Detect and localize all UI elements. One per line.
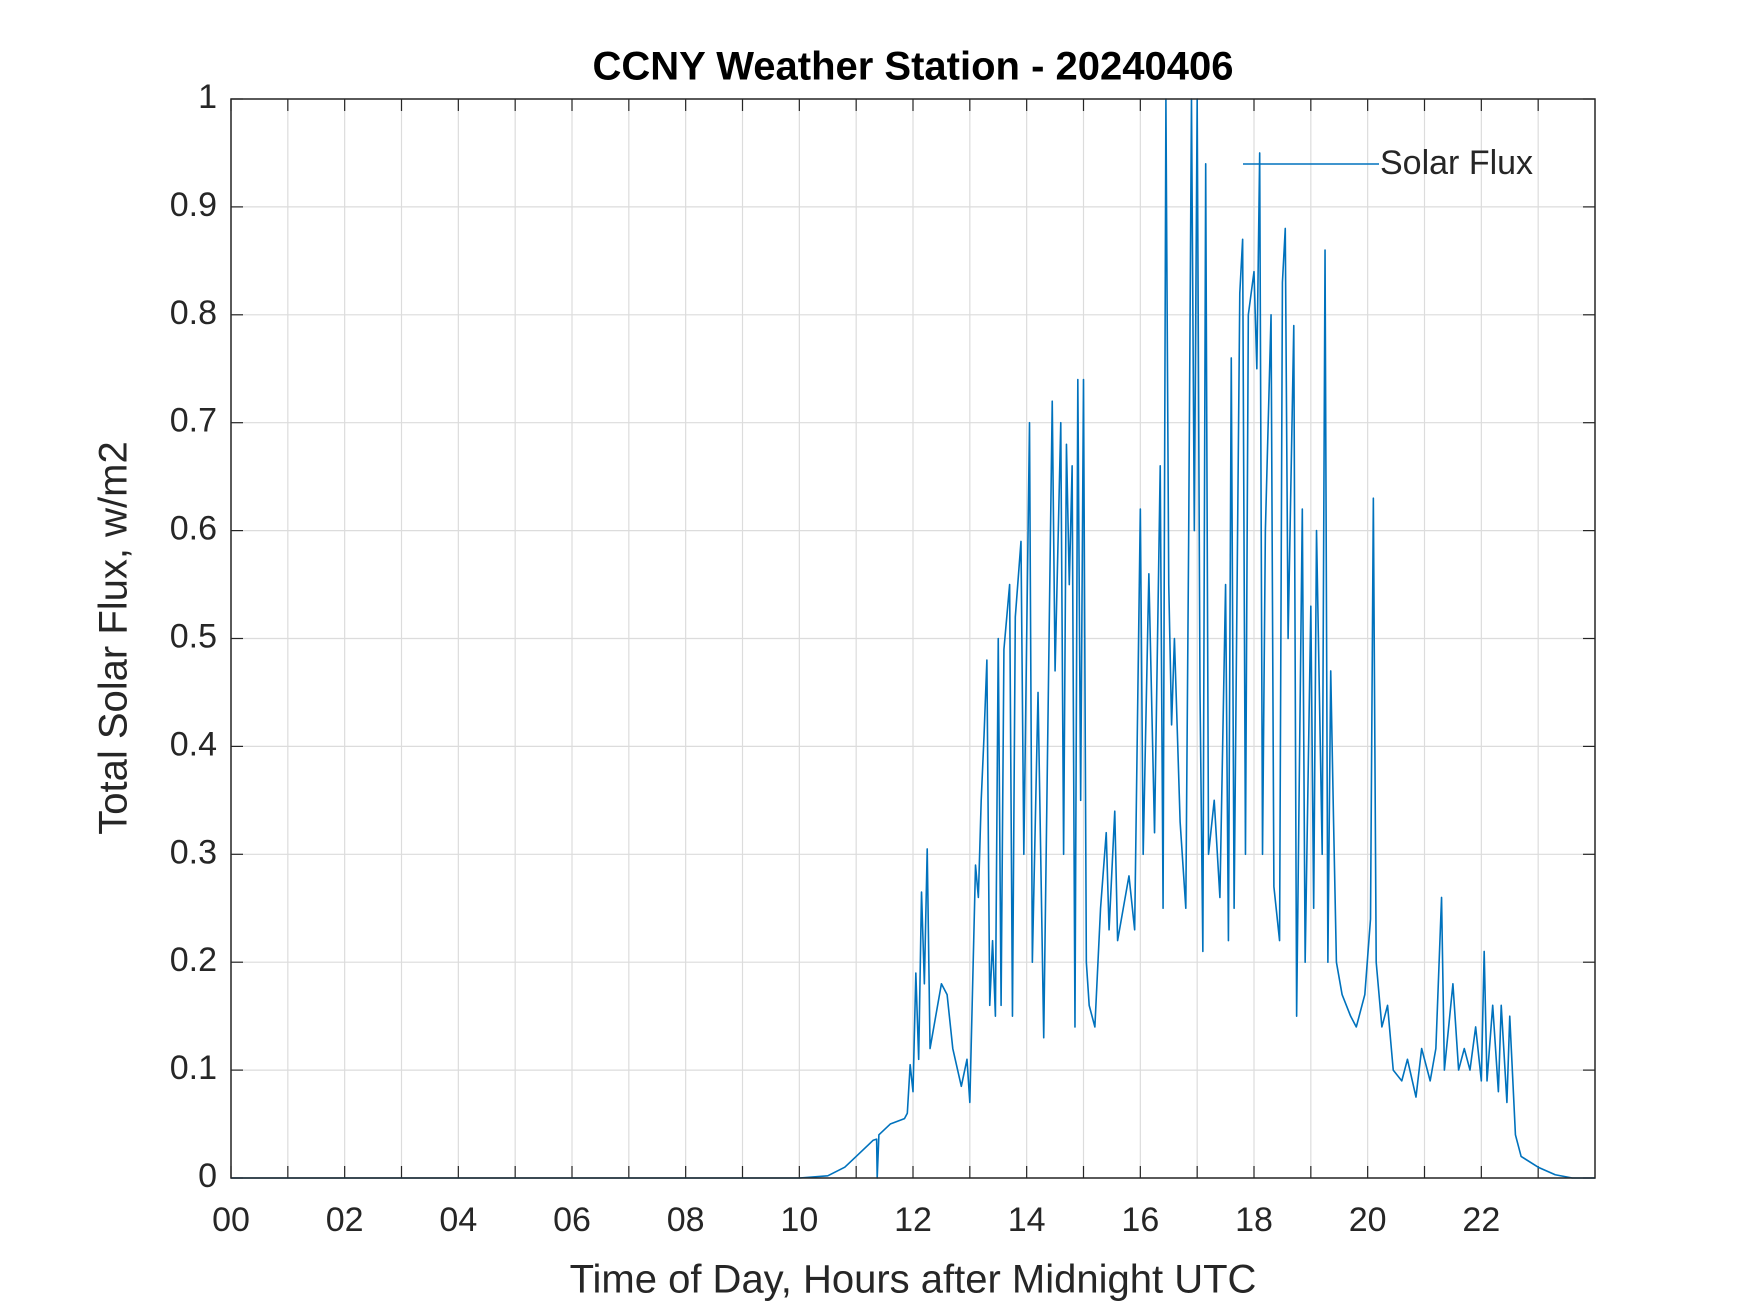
y-tick-label: 0.4 — [170, 725, 217, 763]
x-tick-label: 04 — [439, 1201, 477, 1239]
x-tick-label: 02 — [326, 1201, 364, 1239]
chart-title: CCNY Weather Station - 20240406 — [593, 45, 1234, 89]
y-tick-label: 0.5 — [170, 617, 217, 655]
x-tick-label: 08 — [667, 1201, 705, 1239]
legend-label: Solar Flux — [1380, 144, 1533, 182]
x-tick-label: 18 — [1235, 1201, 1273, 1239]
y-tick-label: 0.8 — [170, 294, 217, 332]
axes-box — [230, 98, 1596, 1179]
x-tick-label: 22 — [1462, 1201, 1500, 1239]
x-axis-label: Time of Day, Hours after Midnight UTC — [570, 1258, 1257, 1302]
x-tick-label: 00 — [212, 1201, 250, 1239]
x-tick-label: 14 — [1008, 1201, 1046, 1239]
y-tick-label: 0 — [198, 1157, 217, 1195]
y-tick-label: 1 — [198, 78, 217, 116]
y-tick-label: 0.2 — [170, 941, 217, 979]
y-tick-label: 0.1 — [170, 1049, 217, 1087]
x-tick-label: 06 — [553, 1201, 591, 1239]
x-tick-label: 16 — [1121, 1201, 1159, 1239]
y-tick-label: 0.9 — [170, 186, 217, 224]
y-axis-label: Total Solar Flux, w/m2 — [92, 441, 136, 834]
y-tick-label: 0.6 — [170, 510, 217, 548]
y-tick-label: 0.3 — [170, 833, 217, 871]
x-tick-label: 12 — [894, 1201, 932, 1239]
x-tick-label: 10 — [780, 1201, 818, 1239]
y-tick-label: 0.7 — [170, 402, 217, 440]
data-line — [231, 98, 1595, 1179]
x-tick-label: 20 — [1349, 1201, 1387, 1239]
